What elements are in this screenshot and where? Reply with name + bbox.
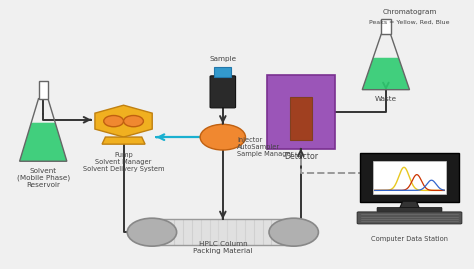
Bar (214, 67, 231, 77)
Text: Solvent
(Mobile Phase)
Reservoir: Solvent (Mobile Phase) Reservoir (17, 168, 70, 189)
Text: Waste: Waste (375, 96, 397, 102)
Text: Injector
AutoSampler
Sample Manager: Injector AutoSampler Sample Manager (237, 137, 293, 157)
Bar (266, 75, 335, 148)
Text: Computer Data Station: Computer Data Station (371, 236, 448, 242)
Circle shape (200, 124, 246, 150)
Polygon shape (19, 123, 67, 161)
FancyBboxPatch shape (210, 76, 236, 108)
Bar (290, 97, 312, 140)
Polygon shape (400, 201, 419, 208)
Ellipse shape (269, 218, 319, 246)
FancyBboxPatch shape (360, 153, 459, 202)
Text: Chromatogram: Chromatogram (383, 9, 437, 15)
FancyBboxPatch shape (152, 220, 294, 245)
Text: Peaks = Yellow, Red, Blue: Peaks = Yellow, Red, Blue (369, 19, 450, 24)
Text: Sample: Sample (209, 56, 237, 62)
Polygon shape (362, 58, 410, 90)
Polygon shape (102, 137, 145, 144)
Bar (38, 81, 48, 99)
Bar (381, 19, 391, 34)
FancyBboxPatch shape (357, 212, 462, 224)
Bar (373, 161, 446, 194)
FancyBboxPatch shape (377, 207, 442, 212)
Text: Detector: Detector (284, 152, 318, 161)
Text: HPLC Column
Packing Material: HPLC Column Packing Material (193, 240, 253, 254)
Polygon shape (95, 105, 152, 137)
Text: Pump
Solvent Manager
Solvent Delivery System: Pump Solvent Manager Solvent Delivery Sy… (83, 152, 164, 172)
Ellipse shape (127, 218, 177, 246)
Circle shape (124, 115, 144, 127)
Circle shape (104, 115, 124, 127)
